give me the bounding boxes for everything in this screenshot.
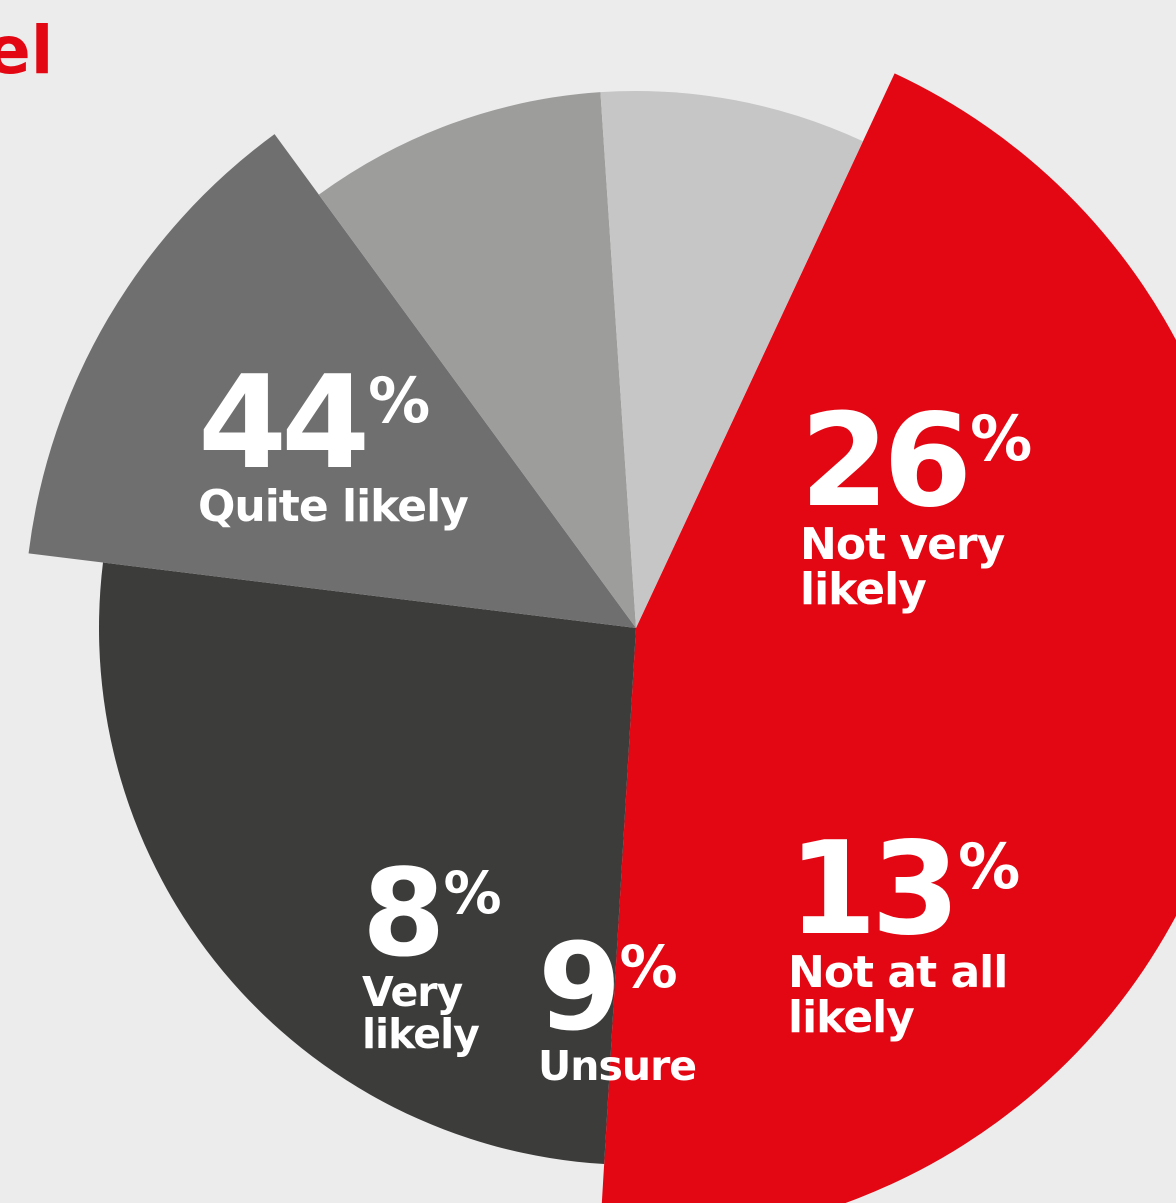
pie-slice-notvery	[98, 562, 637, 1165]
slice-label-very-likely: 8% Very likely	[362, 845, 502, 1059]
slice-label-unsure: 9% Unsure	[538, 919, 697, 1091]
pie-slice-very	[600, 90, 863, 628]
title-fragment: el	[0, 12, 54, 89]
slice-label-not-very-likely: 26% Not very likely	[800, 387, 1032, 615]
slice-label-quite-likely: 44% Quite likely	[198, 349, 469, 532]
slice-label-not-at-all-likely: 13% Not at all likely	[788, 815, 1020, 1043]
pie-slice-quite	[601, 73, 1176, 1203]
pie-slice-unsure	[318, 92, 636, 629]
pie-slice-notatall	[28, 134, 637, 628]
